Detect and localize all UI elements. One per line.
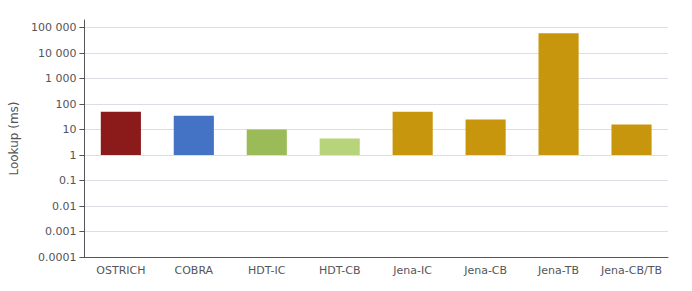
- svg-text:100 000: 100 000: [31, 21, 77, 34]
- svg-text:Jena-CB: Jena-CB: [463, 264, 507, 277]
- svg-text:HDT-IC: HDT-IC: [248, 264, 286, 277]
- svg-text:0.01: 0.01: [52, 200, 77, 213]
- svg-text:1: 1: [69, 149, 76, 162]
- svg-text:1 000: 1 000: [45, 72, 77, 85]
- svg-text:0.0001: 0.0001: [38, 251, 77, 264]
- svg-text:100: 100: [55, 98, 76, 111]
- svg-text:0.1: 0.1: [59, 174, 77, 187]
- svg-text:OSTRICH: OSTRICH: [96, 264, 145, 277]
- svg-text:Jena-TB: Jena-TB: [537, 264, 579, 277]
- svg-text:0.001: 0.001: [45, 225, 77, 238]
- svg-text:10: 10: [62, 123, 76, 136]
- svg-text:Jena-CB/TB: Jena-CB/TB: [600, 264, 662, 277]
- svg-text:HDT-CB: HDT-CB: [319, 264, 361, 277]
- svg-text:Lookup (ms): Lookup (ms): [7, 101, 21, 175]
- svg-text:10 000: 10 000: [38, 47, 77, 60]
- svg-text:COBRA: COBRA: [175, 264, 214, 277]
- svg-text:Jena-IC: Jena-IC: [392, 264, 432, 277]
